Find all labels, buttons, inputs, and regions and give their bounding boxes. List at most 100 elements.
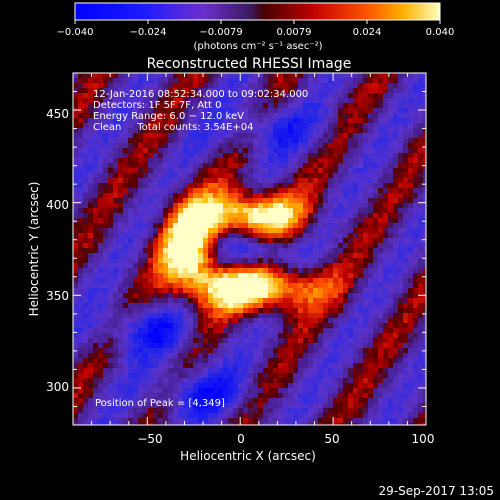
- image-pixel: [113, 118, 118, 123]
- image-pixel: [203, 338, 208, 343]
- image-pixel: [398, 258, 403, 263]
- image-pixel: [103, 128, 108, 133]
- image-pixel: [223, 208, 228, 213]
- image-pixel: [283, 288, 288, 293]
- image-pixel: [93, 303, 98, 308]
- image-pixel: [168, 243, 173, 248]
- image-pixel: [413, 323, 418, 328]
- image-pixel: [368, 248, 373, 253]
- image-pixel: [423, 223, 426, 228]
- image-pixel: [183, 303, 188, 308]
- image-pixel: [163, 253, 168, 258]
- image-pixel: [263, 348, 268, 353]
- image-pixel: [108, 318, 113, 323]
- image-pixel: [403, 248, 408, 253]
- image-pixel: [363, 348, 368, 353]
- image-pixel: [158, 198, 163, 203]
- image-pixel: [228, 193, 233, 198]
- image-pixel: [138, 263, 143, 268]
- image-pixel: [213, 398, 218, 403]
- image-pixel: [148, 258, 153, 263]
- image-pixel: [223, 228, 228, 233]
- image-pixel: [288, 78, 293, 83]
- image-pixel: [178, 178, 183, 183]
- image-pixel: [403, 168, 408, 173]
- image-pixel: [188, 218, 193, 223]
- image-pixel: [188, 233, 193, 238]
- image-pixel: [338, 328, 343, 333]
- image-pixel: [138, 98, 143, 103]
- image-pixel: [243, 193, 248, 198]
- image-pixel: [73, 278, 78, 283]
- image-pixel: [148, 203, 153, 208]
- image-pixel: [243, 138, 248, 143]
- image-pixel: [388, 183, 393, 188]
- image-pixel: [98, 278, 103, 283]
- image-pixel: [368, 128, 373, 133]
- image-pixel: [333, 343, 338, 348]
- image-pixel: [313, 193, 318, 198]
- image-pixel: [113, 88, 118, 93]
- image-pixel: [168, 378, 173, 383]
- image-pixel: [268, 293, 273, 298]
- image-pixel: [273, 163, 278, 168]
- image-pixel: [193, 418, 198, 423]
- image-pixel: [228, 418, 233, 423]
- image-pixel: [228, 403, 233, 408]
- image-pixel: [243, 158, 248, 163]
- image-pixel: [348, 323, 353, 328]
- image-pixel: [143, 73, 148, 78]
- image-pixel: [118, 88, 123, 93]
- image-pixel: [143, 333, 148, 338]
- image-pixel: [243, 203, 248, 208]
- image-pixel: [413, 288, 418, 293]
- image-pixel: [313, 123, 318, 128]
- image-pixel: [393, 393, 398, 398]
- image-pixel: [278, 118, 283, 123]
- image-pixel: [238, 363, 243, 368]
- image-pixel: [423, 298, 426, 303]
- image-pixel: [78, 123, 83, 128]
- image-pixel: [353, 383, 358, 388]
- image-pixel: [368, 208, 373, 213]
- image-pixel: [218, 173, 223, 178]
- image-pixel: [318, 103, 323, 108]
- image-pixel: [258, 368, 263, 373]
- image-pixel: [98, 98, 103, 103]
- image-pixel: [258, 163, 263, 168]
- image-pixel: [333, 243, 338, 248]
- image-pixel: [273, 73, 278, 78]
- image-pixel: [128, 258, 133, 263]
- image-pixel: [318, 193, 323, 198]
- image-pixel: [83, 193, 88, 198]
- image-pixel: [73, 363, 78, 368]
- image-pixel: [98, 168, 103, 173]
- image-pixel: [408, 403, 413, 408]
- image-pixel: [108, 128, 113, 133]
- image-pixel: [288, 113, 293, 118]
- image-pixel: [223, 383, 228, 388]
- image-pixel: [158, 183, 163, 188]
- image-pixel: [398, 348, 403, 353]
- image-pixel: [178, 268, 183, 273]
- image-pixel: [158, 163, 163, 168]
- image-pixel: [308, 318, 313, 323]
- image-pixel: [113, 113, 118, 118]
- image-pixel: [373, 148, 378, 153]
- image-pixel: [78, 73, 83, 78]
- image-pixel: [403, 133, 408, 138]
- image-pixel: [148, 128, 153, 133]
- image-pixel: [368, 343, 373, 348]
- image-pixel: [298, 338, 303, 343]
- image-pixel: [213, 283, 218, 288]
- image-pixel: [398, 408, 403, 413]
- image-pixel: [258, 393, 263, 398]
- image-pixel: [283, 363, 288, 368]
- image-pixel: [223, 328, 228, 333]
- image-pixel: [98, 418, 103, 423]
- image-pixel: [243, 93, 248, 98]
- image-pixel: [278, 283, 283, 288]
- image-pixel: [363, 78, 368, 83]
- image-pixel: [128, 328, 133, 333]
- image-pixel: [188, 113, 193, 118]
